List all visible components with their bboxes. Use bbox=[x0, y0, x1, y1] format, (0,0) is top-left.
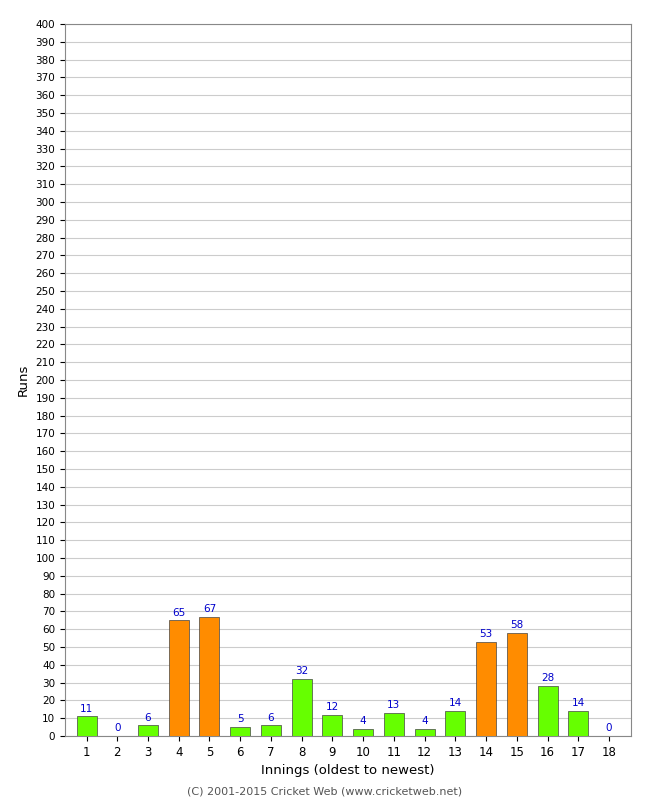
Text: 13: 13 bbox=[387, 700, 400, 710]
Bar bbox=[445, 711, 465, 736]
Text: 67: 67 bbox=[203, 604, 216, 614]
Bar bbox=[138, 726, 158, 736]
Text: 14: 14 bbox=[571, 698, 585, 709]
Bar bbox=[507, 633, 526, 736]
Bar bbox=[292, 679, 311, 736]
Bar bbox=[322, 714, 343, 736]
Bar bbox=[77, 717, 96, 736]
Text: 4: 4 bbox=[421, 716, 428, 726]
Text: 6: 6 bbox=[268, 713, 274, 722]
X-axis label: Innings (oldest to newest): Innings (oldest to newest) bbox=[261, 764, 434, 778]
Text: 5: 5 bbox=[237, 714, 244, 725]
Text: (C) 2001-2015 Cricket Web (www.cricketweb.net): (C) 2001-2015 Cricket Web (www.cricketwe… bbox=[187, 786, 463, 796]
Bar bbox=[538, 686, 558, 736]
Text: 14: 14 bbox=[448, 698, 462, 709]
Text: 0: 0 bbox=[114, 723, 120, 734]
Y-axis label: Runs: Runs bbox=[17, 364, 30, 396]
Text: 28: 28 bbox=[541, 674, 554, 683]
Text: 0: 0 bbox=[606, 723, 612, 734]
Text: 11: 11 bbox=[80, 704, 93, 714]
Text: 32: 32 bbox=[295, 666, 308, 676]
Text: 12: 12 bbox=[326, 702, 339, 712]
Bar bbox=[169, 620, 188, 736]
Bar bbox=[230, 727, 250, 736]
Text: 6: 6 bbox=[145, 713, 151, 722]
Bar bbox=[568, 711, 588, 736]
Bar bbox=[476, 642, 496, 736]
Bar bbox=[200, 617, 220, 736]
Text: 4: 4 bbox=[360, 716, 367, 726]
Text: 65: 65 bbox=[172, 608, 185, 618]
Bar bbox=[384, 713, 404, 736]
Text: 53: 53 bbox=[480, 629, 493, 639]
Bar bbox=[353, 729, 373, 736]
Bar bbox=[261, 726, 281, 736]
Bar bbox=[415, 729, 435, 736]
Text: 58: 58 bbox=[510, 620, 523, 630]
